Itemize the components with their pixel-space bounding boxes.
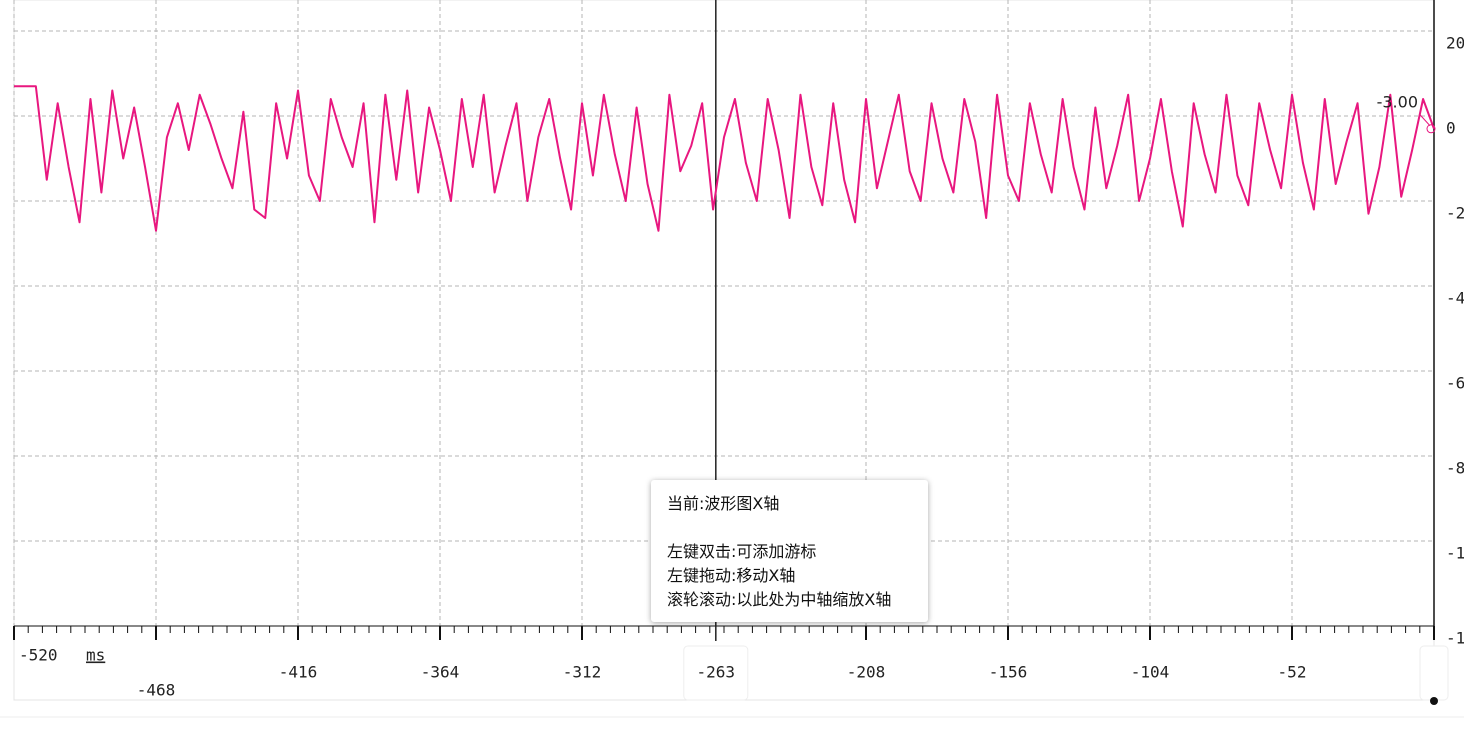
x-tick-label: -520 (19, 646, 58, 665)
y-tick-label: 20 (1446, 34, 1464, 53)
tooltip: 当前:波形图X轴 左键双击:可添加游标 左键拖动:移动X轴 滚轮滚动:以此处为中… (651, 480, 928, 622)
tooltip-line: 左键拖动:移动X轴 (667, 566, 796, 585)
last-point (1426, 124, 1436, 134)
tooltip-title: 当前:波形图X轴 (667, 494, 780, 513)
x-unit: ms (86, 646, 105, 665)
y-tick-label: 0 (1446, 119, 1456, 138)
last-value-label: -3.00 (1377, 92, 1418, 111)
cursor-label: -263 (697, 663, 736, 682)
x-tick-label: -364 (421, 663, 460, 682)
y-tick-label: -40 (1446, 289, 1464, 308)
x-tick-label: -208 (847, 663, 886, 682)
end-dot (1430, 697, 1438, 705)
x-tick-label: -468 (137, 681, 176, 700)
y-tick-label: -60 (1446, 374, 1464, 393)
x-tick-label: -416 (279, 663, 318, 682)
x-tick-label: -312 (563, 663, 602, 682)
y-tick-label: -80 (1446, 459, 1464, 478)
tooltip-line: 左键双击:可添加游标 (667, 542, 817, 561)
y-tick-label: -100 (1446, 544, 1464, 563)
end-label-box (1419, 645, 1449, 701)
label-leader (1419, 114, 1431, 127)
y-tick-label: -120 (1446, 629, 1464, 648)
tooltip-line: 滚轮滚动:以此处为中轴缩放X轴 (667, 590, 892, 609)
x-tick-label: -156 (989, 663, 1028, 682)
x-tick-label: -104 (1131, 663, 1170, 682)
y-tick-label: -20 (1446, 204, 1464, 223)
cursor-label-box (683, 645, 749, 701)
series-line (14, 85, 1435, 232)
x-tick-label: -52 (1278, 663, 1307, 682)
